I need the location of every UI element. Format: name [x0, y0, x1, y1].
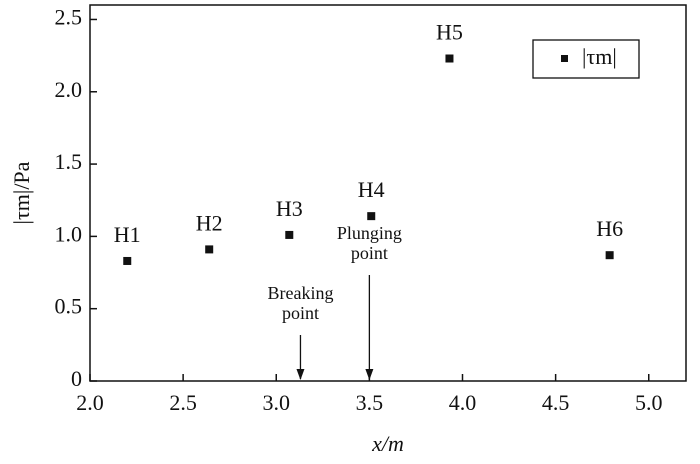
x-tick-label: 3.0	[263, 390, 291, 415]
annotation-text: point	[351, 243, 388, 263]
point	[445, 54, 454, 63]
point-label: H6	[596, 216, 623, 241]
x-tick-label: 3.5	[356, 390, 384, 415]
point-label: H4	[358, 177, 385, 202]
x-tick-label: 5.0	[635, 390, 663, 415]
y-tick-label: 0	[71, 366, 82, 391]
legend-box	[532, 39, 640, 79]
annotation-text: Plunging	[337, 223, 402, 243]
arrow-head	[365, 369, 374, 380]
point	[285, 230, 294, 239]
x-tick-label: 4.5	[542, 390, 570, 415]
y-tick-label: 1.0	[55, 221, 83, 246]
x-tick-label: 2.0	[76, 390, 104, 415]
y-axis-label: |τm|/Pa	[9, 161, 34, 224]
annotation-text: point	[282, 303, 319, 323]
y-tick-label: 2.5	[55, 5, 83, 30]
x-tick-label: 2.5	[169, 390, 197, 415]
plot-frame	[89, 4, 687, 382]
y-tick-label: 0.5	[55, 294, 83, 319]
x-axis-label: x/m	[371, 431, 404, 456]
point	[605, 251, 614, 260]
point-label: H1	[114, 222, 141, 247]
annotation-text: Breaking	[267, 283, 333, 303]
point-label: H3	[276, 196, 303, 221]
legend-label: |τm|	[582, 44, 617, 69]
point	[205, 245, 214, 254]
point	[123, 256, 132, 265]
arrow-head	[296, 369, 305, 380]
point	[367, 212, 376, 221]
x-tick-label: 4.0	[449, 390, 477, 415]
point-label: H2	[196, 210, 223, 235]
legend-marker	[561, 55, 568, 62]
y-tick-label: 1.5	[55, 149, 83, 174]
y-tick-label: 2.0	[55, 77, 83, 102]
point-label: H5	[436, 20, 463, 45]
